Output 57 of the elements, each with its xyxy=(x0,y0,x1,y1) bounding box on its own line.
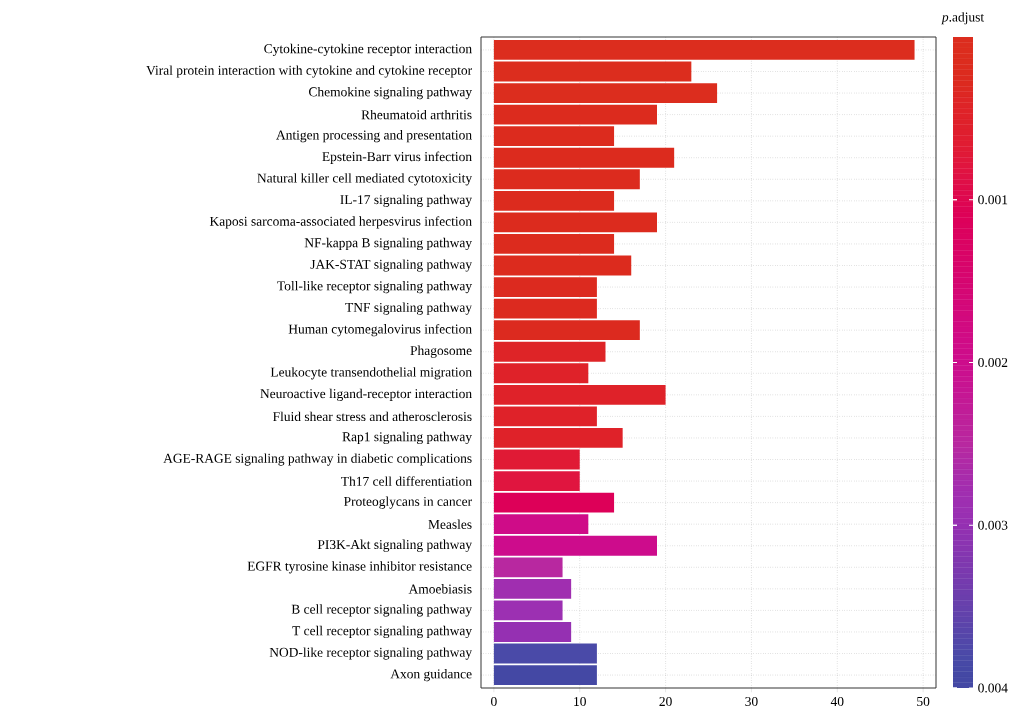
color-bar-label: 0.004 xyxy=(978,683,1008,693)
y-tick-label: JAK-STAT signaling pathway xyxy=(310,259,473,272)
color-bar-label: 0.002 xyxy=(978,357,1008,368)
x-tick-label: 30 xyxy=(745,696,758,707)
y-tick-label: Axon guidance xyxy=(390,668,472,682)
x-tick-label: 40 xyxy=(830,696,844,707)
color-bar-title: p.adjust xyxy=(941,12,985,25)
y-tick-label: AGE-RAGE signaling pathway in diabetic complications xyxy=(163,453,472,466)
color-bar-label: 0.001 xyxy=(978,195,1008,205)
y-tick-label: Amoebiasis xyxy=(408,584,472,594)
x-tick-label: 0 xyxy=(491,696,497,707)
bar xyxy=(493,61,692,82)
bar xyxy=(493,643,597,664)
y-tick-label: T cell receptor signaling pathway xyxy=(292,625,473,639)
bar xyxy=(493,514,589,535)
y-tick-label: Measles xyxy=(428,519,472,529)
y-tick-label: Neuroactive ligand-receptor interaction xyxy=(260,388,472,401)
y-tick-label: Human cytomegalovirus infection xyxy=(288,323,472,337)
color-bar-label: 0.003 xyxy=(978,520,1008,530)
bar xyxy=(493,449,580,470)
y-tick-label: EGFR tyrosine kinase inhibitor resistance xyxy=(247,561,472,574)
bar xyxy=(493,40,915,60)
y-tick-label: Phagosome xyxy=(410,345,472,358)
y-tick-label: Rap1 signaling pathway xyxy=(342,431,473,445)
bar xyxy=(493,535,657,556)
y-tick-label: Proteoglycans in cancer xyxy=(343,496,472,509)
bar xyxy=(493,471,580,491)
y-tick-label: B cell receptor signaling pathway xyxy=(291,604,473,617)
y-tick-label: NF-kappa B signaling pathway xyxy=(304,237,473,251)
bar xyxy=(493,83,718,103)
y-tick-label: NOD-like receptor signaling pathway xyxy=(269,647,473,660)
y-tick-label: Toll-like receptor signaling pathway xyxy=(277,280,473,294)
y-tick-label: IL-17 signaling pathway xyxy=(340,194,473,207)
bar xyxy=(493,622,572,642)
y-tick-label: Viral protein interaction with cytokine and cytokine receptor xyxy=(146,65,472,78)
y-tick-label: Chemokine signaling pathway xyxy=(309,86,473,100)
y-tick-label: Th17 cell differentiation xyxy=(341,476,472,486)
bar xyxy=(493,492,615,513)
y-tick-label: TNF signaling pathway xyxy=(345,302,473,315)
y-tick-label: Leukocyte transendothelial migration xyxy=(270,367,472,380)
y-tick-label: Epstein-Barr virus infection xyxy=(322,151,472,164)
y-tick-label: Kaposi sarcoma-associated herpesvirus infection xyxy=(209,216,472,229)
y-tick-label: Cytokine-cytokine receptor interaction xyxy=(264,43,472,57)
bar xyxy=(493,557,563,578)
bar xyxy=(493,665,597,685)
bar xyxy=(493,428,623,448)
bar xyxy=(493,255,632,276)
x-tick-label: 20 xyxy=(659,696,672,707)
y-tick-label: Natural killer cell mediated cytotoxicity xyxy=(257,173,473,186)
y-tick-label: Fluid shear stress and atherosclerosis xyxy=(273,411,472,422)
y-tick-label: Antigen processing and presentation xyxy=(276,130,472,143)
x-tick-label: 10 xyxy=(574,696,586,707)
bar xyxy=(493,234,615,254)
x-tick-label: 50 xyxy=(917,696,930,707)
bar xyxy=(493,277,597,297)
y-tick-label: PI3K-Akt signaling pathway xyxy=(317,539,473,552)
y-tick-label: Rheumatoid arthritis xyxy=(361,109,472,120)
